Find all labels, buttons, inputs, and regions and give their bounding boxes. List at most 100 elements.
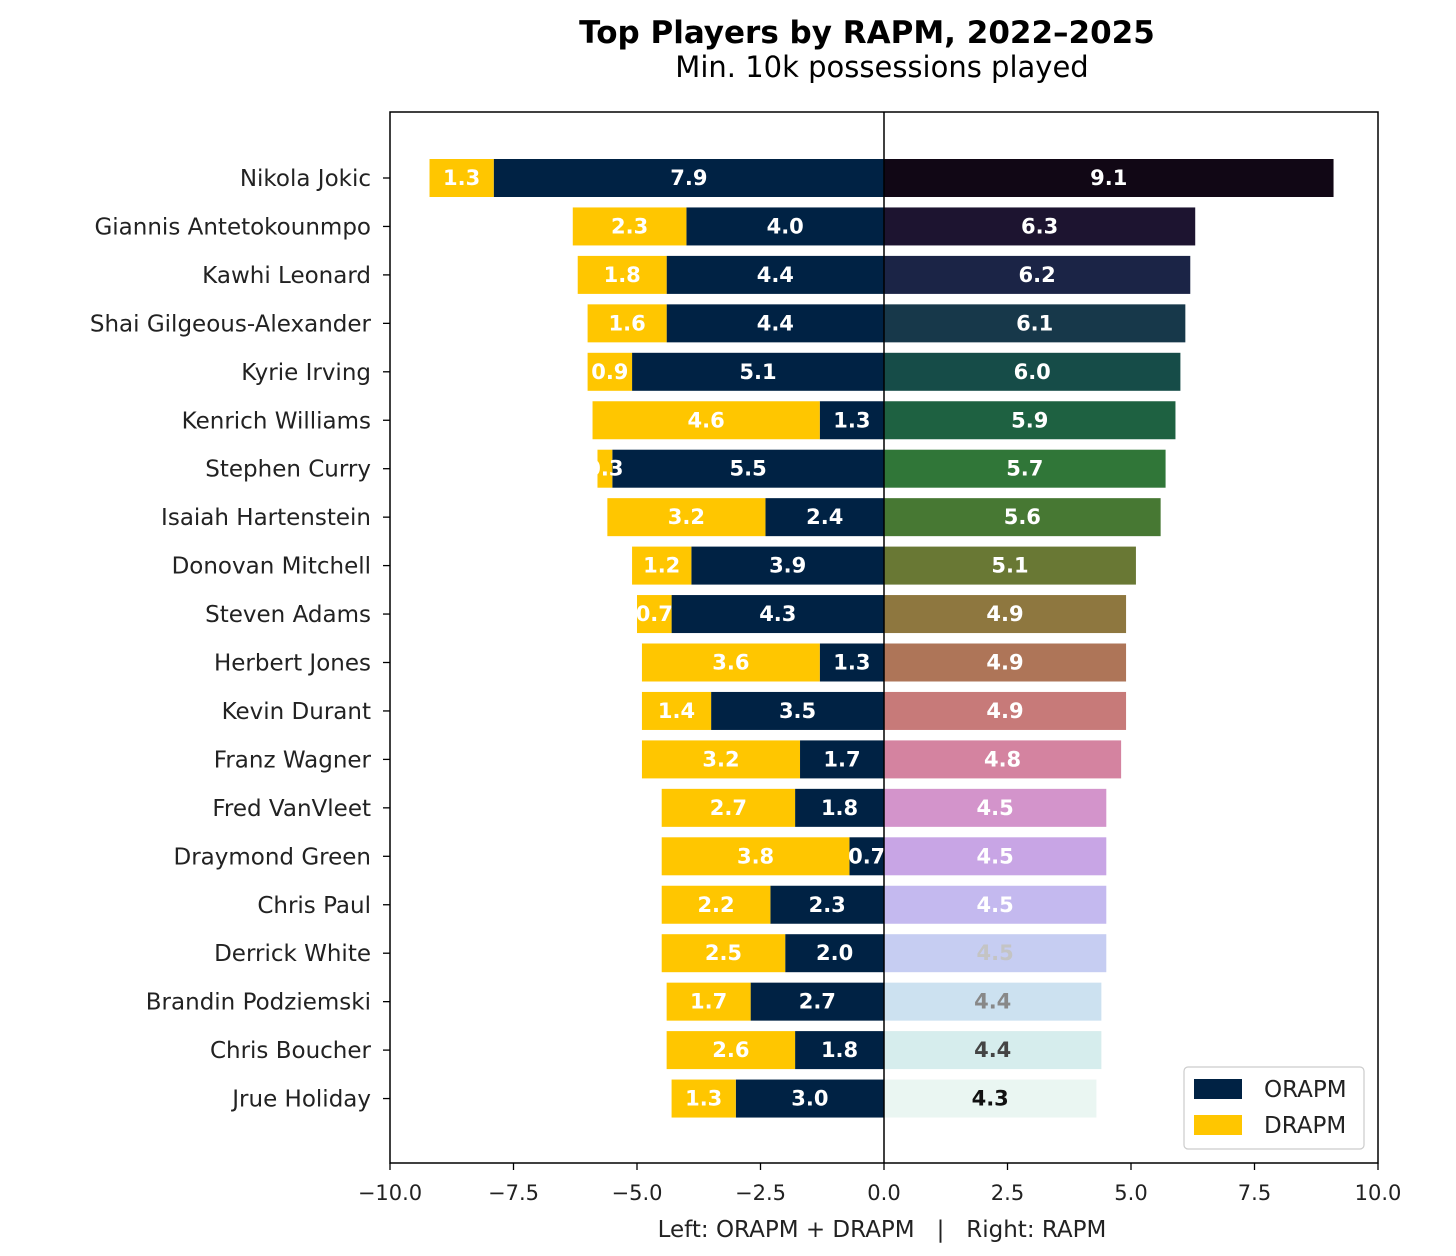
rapm-bar-label: 4.5 — [977, 844, 1014, 868]
drapm-bar — [592, 401, 820, 440]
x-tick-label: 0.0 — [867, 1181, 900, 1205]
rapm-bar — [884, 498, 1161, 537]
drapm-bar-label: 1.3 — [685, 1087, 722, 1111]
drapm-bar — [577, 255, 667, 294]
orapm-bar — [691, 546, 884, 585]
orapm-bar — [819, 643, 884, 682]
orapm-bar-label: 1.8 — [821, 796, 858, 820]
rapm-bar-label: 4.5 — [977, 796, 1014, 820]
x-tick-label: 7.5 — [1238, 1181, 1271, 1205]
rapm-bar — [884, 885, 1107, 924]
drapm-bar-label: 0.7 — [636, 602, 673, 626]
drapm-bar — [661, 934, 786, 973]
legend-swatch — [1194, 1115, 1242, 1135]
orapm-bar-label: 4.0 — [767, 214, 804, 238]
drapm-bar-label: 3.2 — [668, 505, 705, 529]
orapm-bar — [750, 982, 884, 1021]
x-tick-label: −7.5 — [488, 1181, 539, 1205]
drapm-bar-label: 1.4 — [658, 699, 695, 723]
rapm-bar — [884, 255, 1191, 294]
orapm-bar — [795, 1031, 884, 1070]
orapm-bar-label: 4.3 — [759, 602, 796, 626]
drapm-bar — [666, 982, 751, 1021]
y-tick-label: Stephen Curry — [205, 457, 371, 483]
orapm-bar — [765, 498, 884, 537]
y-tick-label: Franz Wagner — [214, 747, 372, 773]
rapm-bar-label: 4.3 — [972, 1087, 1009, 1111]
rapm-bar — [884, 546, 1136, 585]
y-tick-label: Kawhi Leonard — [202, 263, 371, 289]
rapm-bar-label: 4.9 — [986, 602, 1023, 626]
x-tick-label: −5.0 — [612, 1181, 663, 1205]
rapm-bar — [884, 788, 1107, 827]
x-axis: −10.0 −7.5 −5.0 −2.5 0.0 2.5 5.0 7.5 10.0 — [358, 111, 1402, 1205]
y-tick-label: Shai Gilgeous-Alexander — [90, 311, 372, 337]
drapm-bar-label: 1.6 — [609, 311, 646, 335]
rapm-bar-label: 4.9 — [986, 699, 1023, 723]
rapm-bar — [884, 449, 1166, 488]
rapm-bar-label: 5.6 — [1004, 505, 1041, 529]
orapm-bar-label: 4.4 — [757, 311, 794, 335]
legend-swatch — [1194, 1079, 1242, 1099]
orapm-bar — [849, 837, 884, 876]
orapm-bar-label: 3.5 — [779, 699, 816, 723]
orapm-bar — [612, 449, 884, 488]
chart-subtitle: Min. 10k possessions played — [675, 50, 1088, 84]
orapm-bar — [711, 691, 884, 730]
drapm-bar-label: 0.9 — [591, 360, 628, 384]
y-tick-label: Giannis Antetokounmpo — [94, 214, 371, 240]
legend-label: DRAPM — [1264, 1113, 1346, 1139]
orapm-bar-label: 1.3 — [833, 651, 870, 675]
x-tick-label: −2.5 — [735, 1181, 786, 1205]
drapm-bar — [632, 546, 692, 585]
orapm-bar-label: 2.0 — [816, 941, 853, 965]
rapm-bar — [884, 691, 1127, 730]
x-axis-label: Left: ORAPM + DRAPM | Right: RAPM — [658, 1217, 1107, 1243]
rapm-bar-label: 6.1 — [1016, 311, 1053, 335]
x-tick-label: 5.0 — [1114, 1181, 1147, 1205]
orapm-bar-label: 5.5 — [730, 457, 767, 481]
drapm-bar — [671, 1079, 736, 1118]
drapm-bar-label: 2.5 — [705, 941, 742, 965]
orapm-bar — [671, 595, 884, 634]
rapm-bar — [884, 837, 1107, 876]
drapm-bar-label: 1.2 — [643, 554, 680, 578]
drapm-bar-label: 2.3 — [611, 214, 648, 238]
y-tick-label: Chris Boucher — [210, 1038, 372, 1064]
drapm-bar — [641, 740, 801, 779]
drapm-bar — [572, 207, 687, 246]
orapm-bar — [686, 207, 884, 246]
orapm-bar — [735, 1079, 884, 1118]
rapm-bar — [884, 159, 1334, 197]
drapm-bar — [661, 788, 796, 827]
rapm-bar — [884, 934, 1107, 973]
rapm-bar — [884, 1079, 1097, 1118]
x-tick-label: 10.0 — [1355, 1181, 1402, 1205]
orapm-bar — [795, 788, 884, 827]
drapm-bar — [637, 595, 672, 634]
drapm-bar-label: 4.6 — [688, 408, 725, 432]
y-tick-label: Fred VanVleet — [212, 796, 371, 822]
y-tick-label: Kevin Durant — [222, 699, 371, 725]
y-tick-label: Derrick White — [214, 941, 371, 967]
orapm-bar-label: 3.9 — [769, 554, 806, 578]
orapm-bar-label: 1.7 — [823, 747, 860, 771]
y-tick-label: Chris Paul — [257, 893, 371, 919]
orapm-bar — [632, 352, 884, 391]
rapm-bar-label: 4.8 — [984, 747, 1021, 771]
y-tick-label: Nikola Jokic — [240, 166, 371, 192]
rapm-bar — [884, 740, 1122, 779]
orapm-bar-label: 1.8 — [821, 1038, 858, 1062]
drapm-bar — [641, 643, 820, 682]
rapm-bar-label: 4.4 — [974, 990, 1011, 1014]
rapm-bar-label: 5.1 — [991, 554, 1028, 578]
bars-layer: 7.9 1.3 9.1 4.0 2.3 6.3 4.4 1.8 6.2 4.4 1.6 6.1 5.1 0… — [429, 112, 1334, 1163]
rapm-bar — [884, 643, 1127, 682]
orapm-bar-label: 0.7 — [848, 844, 885, 868]
chart-title: Top Players by RAPM, 2022–2025 — [579, 15, 1155, 51]
rapm-bar — [884, 595, 1127, 634]
drapm-bar — [597, 449, 613, 488]
drapm-bar-label: 1.7 — [690, 990, 727, 1014]
x-tick-label: 2.5 — [991, 1181, 1024, 1205]
